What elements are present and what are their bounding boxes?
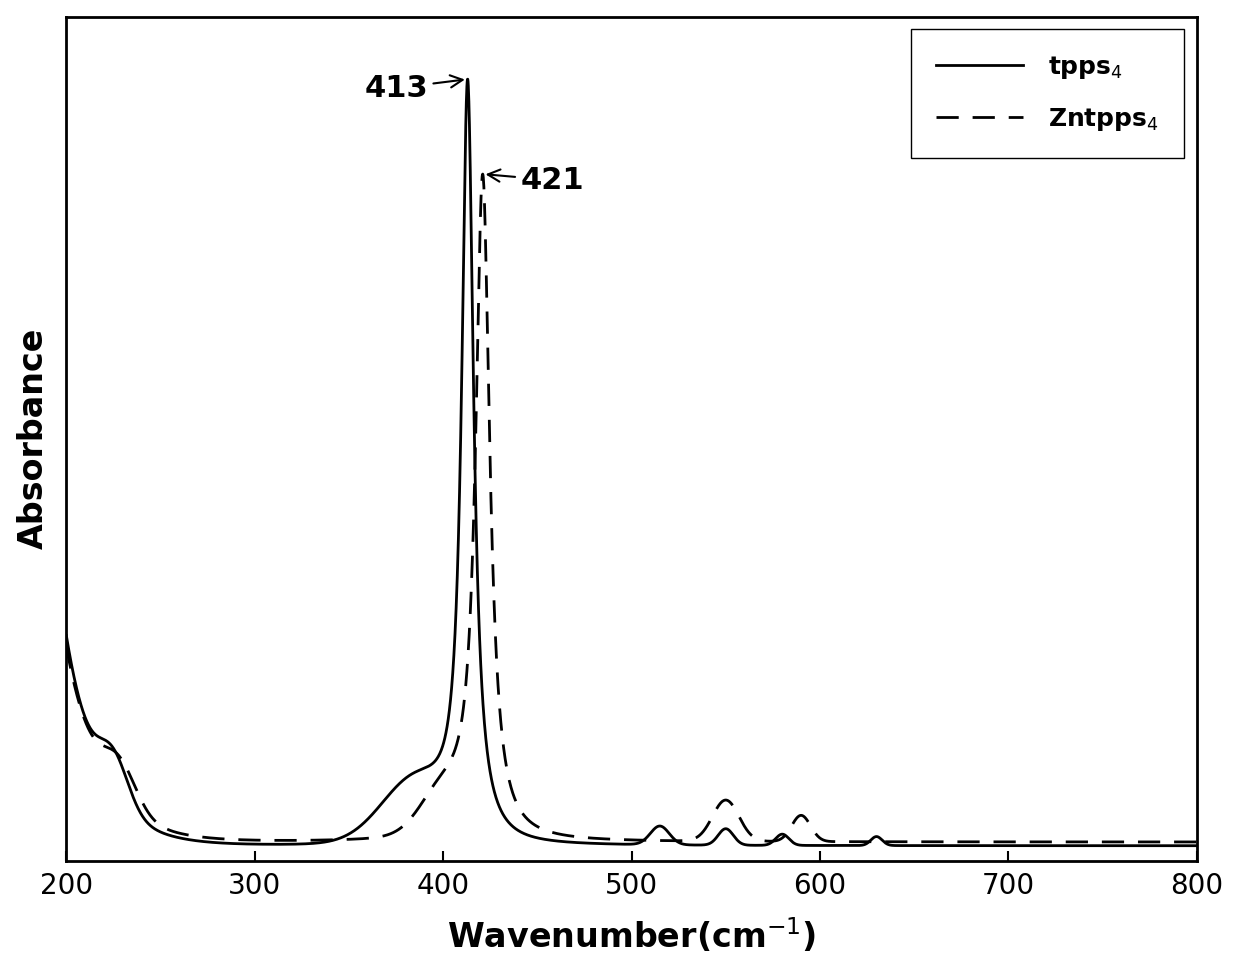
Zntpps$_4$ [596, 833, 611, 845]
tpps$_4$ [880, 839, 895, 850]
Y-axis label: Absorbance: Absorbance [16, 328, 50, 549]
Zntpps$_4$ [1099, 836, 1114, 848]
Legend: tpps$_4$, Zntpps$_4$: tpps$_4$, Zntpps$_4$ [911, 29, 1184, 158]
tpps$_4$ [543, 834, 558, 846]
Line: Zntpps$_4$: Zntpps$_4$ [66, 174, 1197, 842]
Zntpps$_4$ [1154, 836, 1169, 848]
Text: 421: 421 [487, 165, 584, 194]
Zntpps$_4$ [1189, 836, 1204, 848]
tpps$_4$ [1154, 840, 1169, 851]
tpps$_4$ [596, 838, 611, 850]
tpps$_4$ [58, 630, 73, 642]
Zntpps$_4$ [880, 836, 895, 848]
Line: tpps$_4$: tpps$_4$ [66, 79, 1197, 846]
Zntpps$_4$ [58, 641, 73, 652]
Zntpps$_4$ [543, 826, 558, 838]
Text: 413: 413 [365, 74, 463, 103]
X-axis label: Wavenumber(cm$^{-1}$): Wavenumber(cm$^{-1}$) [448, 917, 816, 955]
tpps$_4$ [1099, 840, 1114, 851]
tpps$_4$ [534, 833, 549, 845]
Zntpps$_4$ [534, 822, 549, 834]
tpps$_4$ [1189, 840, 1204, 851]
tpps$_4$ [460, 73, 475, 85]
Zntpps$_4$ [475, 168, 490, 180]
